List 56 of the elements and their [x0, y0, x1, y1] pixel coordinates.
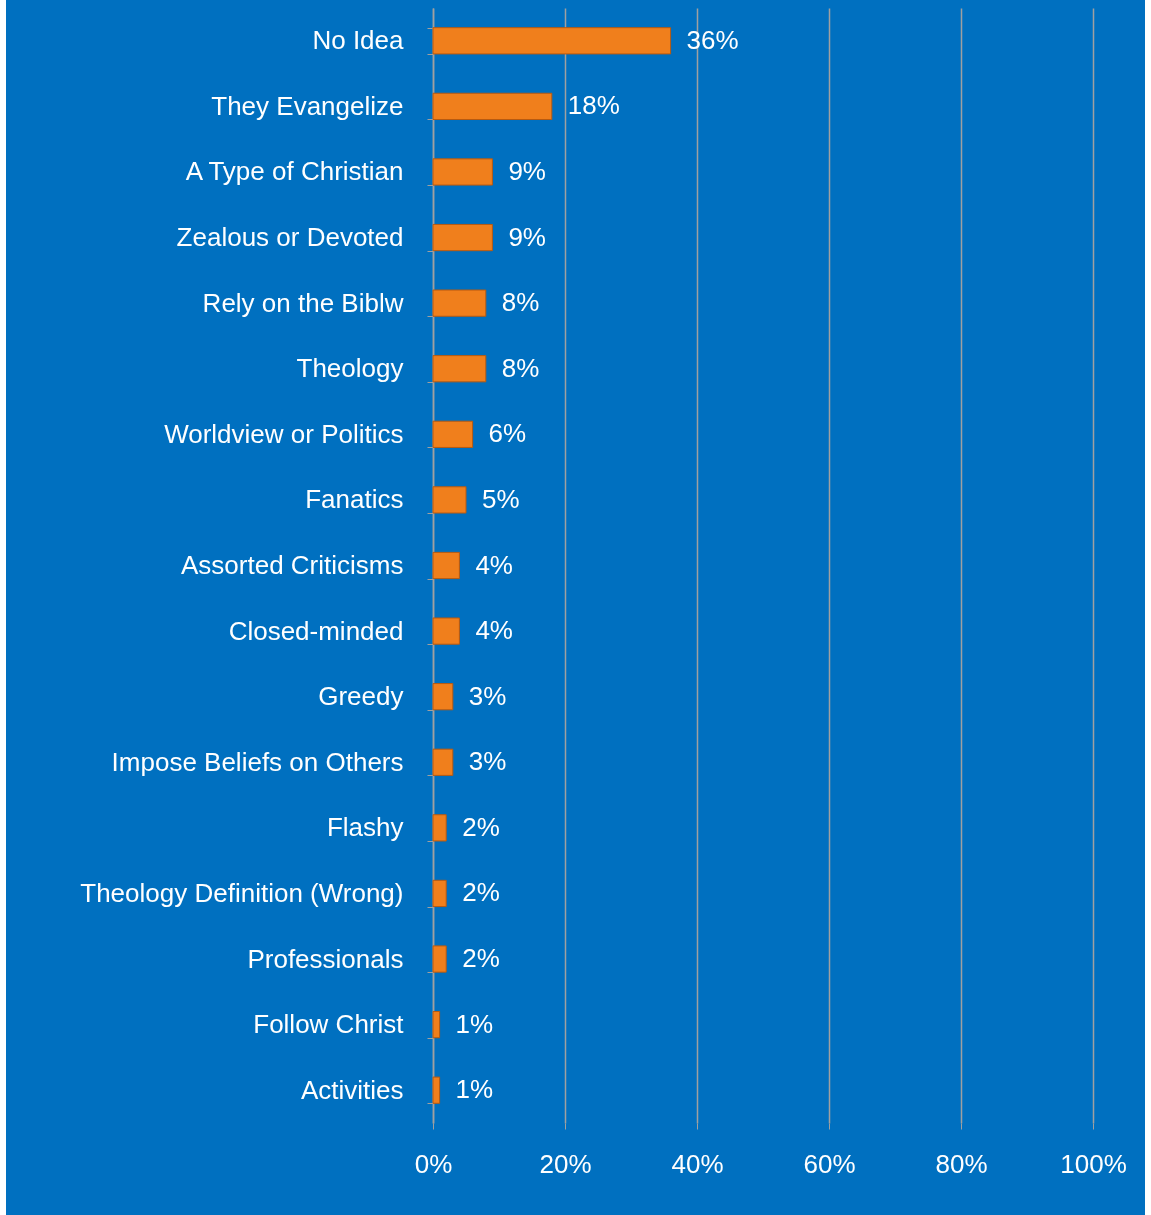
x-tick-label: 80% [935, 1148, 988, 1179]
y-tick-label: Impose Beliefs on Others [111, 746, 404, 777]
y-tick-label: Professionals [247, 943, 404, 974]
y-tick-label: Worldview or Politics [164, 418, 404, 449]
y-tick-label: No Idea [312, 25, 405, 56]
bar [432, 551, 460, 580]
bar [432, 420, 474, 448]
bar [432, 223, 493, 252]
data-label: 2% [462, 811, 500, 842]
x-tick-label: 20% [539, 1148, 592, 1179]
data-label: 3% [468, 746, 507, 777]
bar [432, 289, 487, 317]
bar [432, 27, 672, 55]
bar [432, 1076, 441, 1104]
y-tick-label: Zealous or Devoted [176, 222, 404, 253]
data-label: 5% [482, 483, 520, 514]
y-tick-label: Greedy [318, 681, 404, 712]
x-tick-label: 40% [671, 1148, 724, 1179]
data-label: 2% [462, 877, 500, 908]
bar [432, 945, 447, 973]
data-label: 6% [488, 418, 527, 449]
y-tick-label: Theology Definition (Wrong) [80, 877, 404, 908]
bar [432, 617, 460, 645]
data-label: 4% [475, 615, 513, 646]
y-tick-label: Fanatics [305, 484, 404, 515]
y-tick-label: Rely on the Biblw [202, 287, 404, 318]
bar [432, 486, 467, 514]
data-label: 9% [508, 221, 546, 252]
data-label: 1% [455, 1008, 494, 1039]
bar [432, 814, 447, 842]
data-label: 1% [455, 1074, 494, 1105]
x-tick-label: 60% [803, 1148, 856, 1179]
data-label: 18% [567, 90, 620, 121]
data-label: 9% [508, 155, 546, 186]
y-tick-label: Flashy [326, 812, 404, 843]
bar [432, 748, 454, 776]
x-tick-label: 100% [1060, 1148, 1127, 1179]
data-label: 3% [468, 680, 507, 711]
y-tick-label: Assorted Criticisms [181, 550, 404, 580]
y-tick-label: A Type of Christian [185, 156, 404, 187]
bar [432, 158, 493, 186]
bar [432, 879, 447, 908]
bar [432, 1011, 441, 1039]
bar [432, 92, 553, 120]
data-label: 8% [501, 287, 540, 318]
data-label: 2% [462, 943, 500, 974]
y-tick-label: Follow Christ [253, 1009, 405, 1040]
bar [432, 683, 454, 711]
x-tick-label: 0% [414, 1148, 453, 1179]
y-tick-label: Theology [296, 353, 404, 384]
data-label: 4% [475, 549, 513, 580]
data-label: 8% [501, 352, 540, 383]
y-tick-label: Closed-minded [228, 615, 404, 646]
y-tick-label: They Evangelize [211, 90, 404, 121]
bar [432, 355, 487, 383]
y-tick-label: Activities [300, 1074, 404, 1105]
